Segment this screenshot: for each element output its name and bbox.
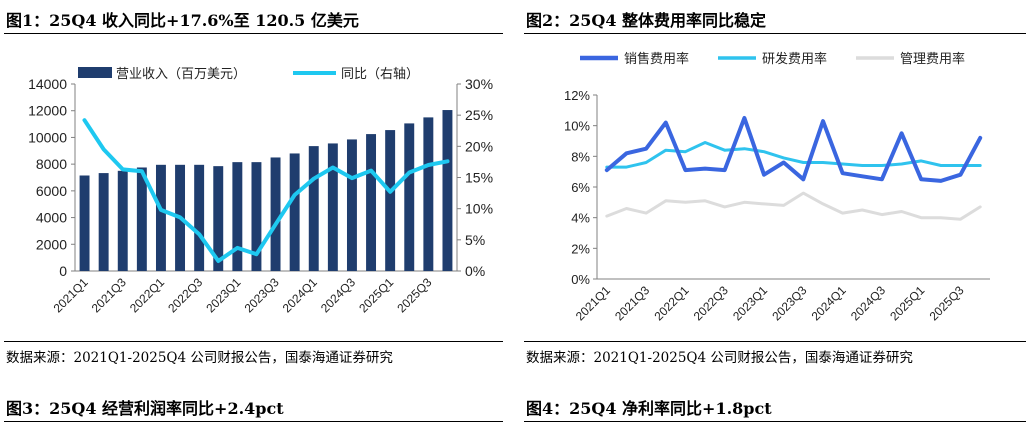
legend-revenue-label: 营业收入（百万美元） — [116, 66, 246, 81]
chart1-left-tick-label: 10000 — [28, 129, 67, 145]
legend-admin-label: 管理费用率 — [900, 51, 965, 66]
fig1-title: 图1：25Q4 收入同比+17.6%至 120.5 亿美元 — [6, 11, 359, 30]
revenue-bar — [251, 162, 262, 271]
chart2-x-tick-label: 2022Q1 — [651, 283, 691, 323]
revenue-bar — [232, 162, 243, 271]
chart2-x-tick-label: 2023Q1 — [730, 283, 770, 323]
fig1-source-rule — [4, 341, 503, 342]
chart1-left-tick-label: 0 — [59, 263, 67, 279]
revenue-bar — [289, 153, 300, 271]
chart2-x-tick-label: 2023Q3 — [769, 283, 809, 323]
chart2-x-tick-label: 2024Q3 — [848, 283, 888, 323]
yoy-line — [82, 118, 450, 263]
fig1-source: 数据来源：2021Q1-2025Q4 公司财报公告，国泰海通证券研究 — [6, 350, 393, 366]
chart2-y-tick-label: 0% — [571, 272, 590, 287]
fig2-source-rule — [524, 341, 1026, 342]
chart1-x-tick-label: 2021Q3 — [89, 275, 129, 315]
revenue-bar — [366, 134, 377, 271]
chart1-left-tick-label: 8000 — [36, 156, 67, 172]
chart1-left-tick-label: 2000 — [36, 236, 67, 252]
fig2-source: 数据来源：2021Q1-2025Q4 公司财报公告，国泰海通证券研究 — [526, 350, 913, 366]
fig3-title-rule — [4, 421, 503, 422]
chart2-y-tick-label: 4% — [571, 211, 590, 226]
chart1-x-tick-label: 2025Q1 — [356, 275, 396, 315]
chart2-y-tick-label: 8% — [571, 149, 590, 164]
chart1-x-tick-label: 2022Q3 — [165, 275, 205, 315]
expense-ratio-chart: 0% 2% 4% 6% 8% 10% 12% 2021Q1 2021Q3 2022Q1 2022Q3… — [564, 51, 990, 323]
revenue-bar — [79, 175, 90, 271]
chart1-right-tick-label: 25% — [465, 107, 493, 123]
chart1-left-tick-label: 4000 — [36, 210, 67, 226]
revenue-chart: 0 2000 4000 6000 8000 10000 12000 14000 0% 5% 10% 1… — [28, 66, 493, 315]
chart1-right-tick-label: 10% — [465, 201, 493, 217]
admin-expense-line — [605, 191, 982, 221]
revenue-bar — [404, 123, 415, 272]
chart2-x-tick-label: 2021Q3 — [612, 283, 652, 323]
chart1-right-tick-label: 0% — [465, 263, 485, 279]
revenue-bar — [155, 164, 166, 271]
revenue-bar — [442, 110, 453, 272]
legend-rnd-label: 研发费用率 — [762, 51, 827, 66]
chart1-right-tick-label: 20% — [465, 138, 493, 154]
chart2-x-tick-label: 2024Q1 — [809, 283, 849, 323]
fig3-title: 图3：25Q4 经营利润率同比+2.4pct — [6, 399, 284, 418]
fig4-title-rule — [524, 421, 1026, 422]
chart2-y-tick-label: 10% — [564, 119, 590, 134]
chart2-y-tick-label: 6% — [571, 180, 590, 195]
revenue-bar — [423, 117, 434, 272]
revenue-bar — [194, 164, 205, 271]
legend-sales-label: 销售费用率 — [624, 51, 689, 66]
sales-expense-line — [604, 116, 983, 183]
chart1-left-tick-label: 12000 — [28, 103, 67, 119]
chart1-right-tick-label: 15% — [465, 170, 493, 186]
chart1-x-tick-label: 2024Q3 — [318, 275, 358, 315]
revenue-bar — [117, 170, 128, 271]
chart2-x-tick-label: 2025Q3 — [927, 283, 967, 323]
revenue-bar — [270, 157, 281, 271]
revenue-bar — [385, 130, 396, 271]
revenue-bar — [136, 167, 147, 271]
chart1-x-tick-label: 2023Q1 — [203, 275, 243, 315]
fig1-title-rule — [4, 33, 503, 34]
chart2-y-tick-label: 2% — [571, 241, 590, 256]
chart1-right-tick-label: 5% — [465, 232, 485, 248]
chart1-right-tick-label: 30% — [465, 76, 493, 92]
legend-yoy-label: 同比（右轴） — [341, 66, 419, 81]
rnd-expense-line — [605, 141, 982, 169]
revenue-bar — [346, 139, 357, 271]
chart1-left-tick-label: 14000 — [28, 76, 67, 92]
chart1-x-tick-label: 2022Q1 — [127, 275, 167, 315]
legend-revenue-swatch — [78, 67, 112, 78]
revenue-bar — [213, 166, 224, 271]
chart2-x-tick-label: 2022Q3 — [691, 283, 731, 323]
chart2-y-tick-label: 12% — [564, 88, 590, 103]
chart1-x-tick-label: 2024Q1 — [280, 275, 320, 315]
chart2-x-tick-label: 2021Q1 — [573, 283, 613, 323]
chart1-left-tick-label: 6000 — [36, 183, 67, 199]
chart1-x-tick-label: 2021Q1 — [51, 275, 91, 315]
chart1-x-tick-label: 2023Q3 — [242, 275, 282, 315]
fig4-title: 图4：25Q4 净利率同比+1.8pct — [526, 399, 772, 418]
revenue-bar — [308, 146, 319, 271]
fig2-title-rule — [524, 33, 1026, 34]
fig2-title: 图2：25Q4 整体费用率同比稳定 — [526, 11, 767, 30]
revenue-bar — [327, 143, 338, 271]
revenue-bar — [98, 173, 109, 271]
chart2-x-tick-label: 2025Q1 — [887, 283, 927, 323]
chart1-x-tick-label: 2025Q3 — [394, 275, 434, 315]
